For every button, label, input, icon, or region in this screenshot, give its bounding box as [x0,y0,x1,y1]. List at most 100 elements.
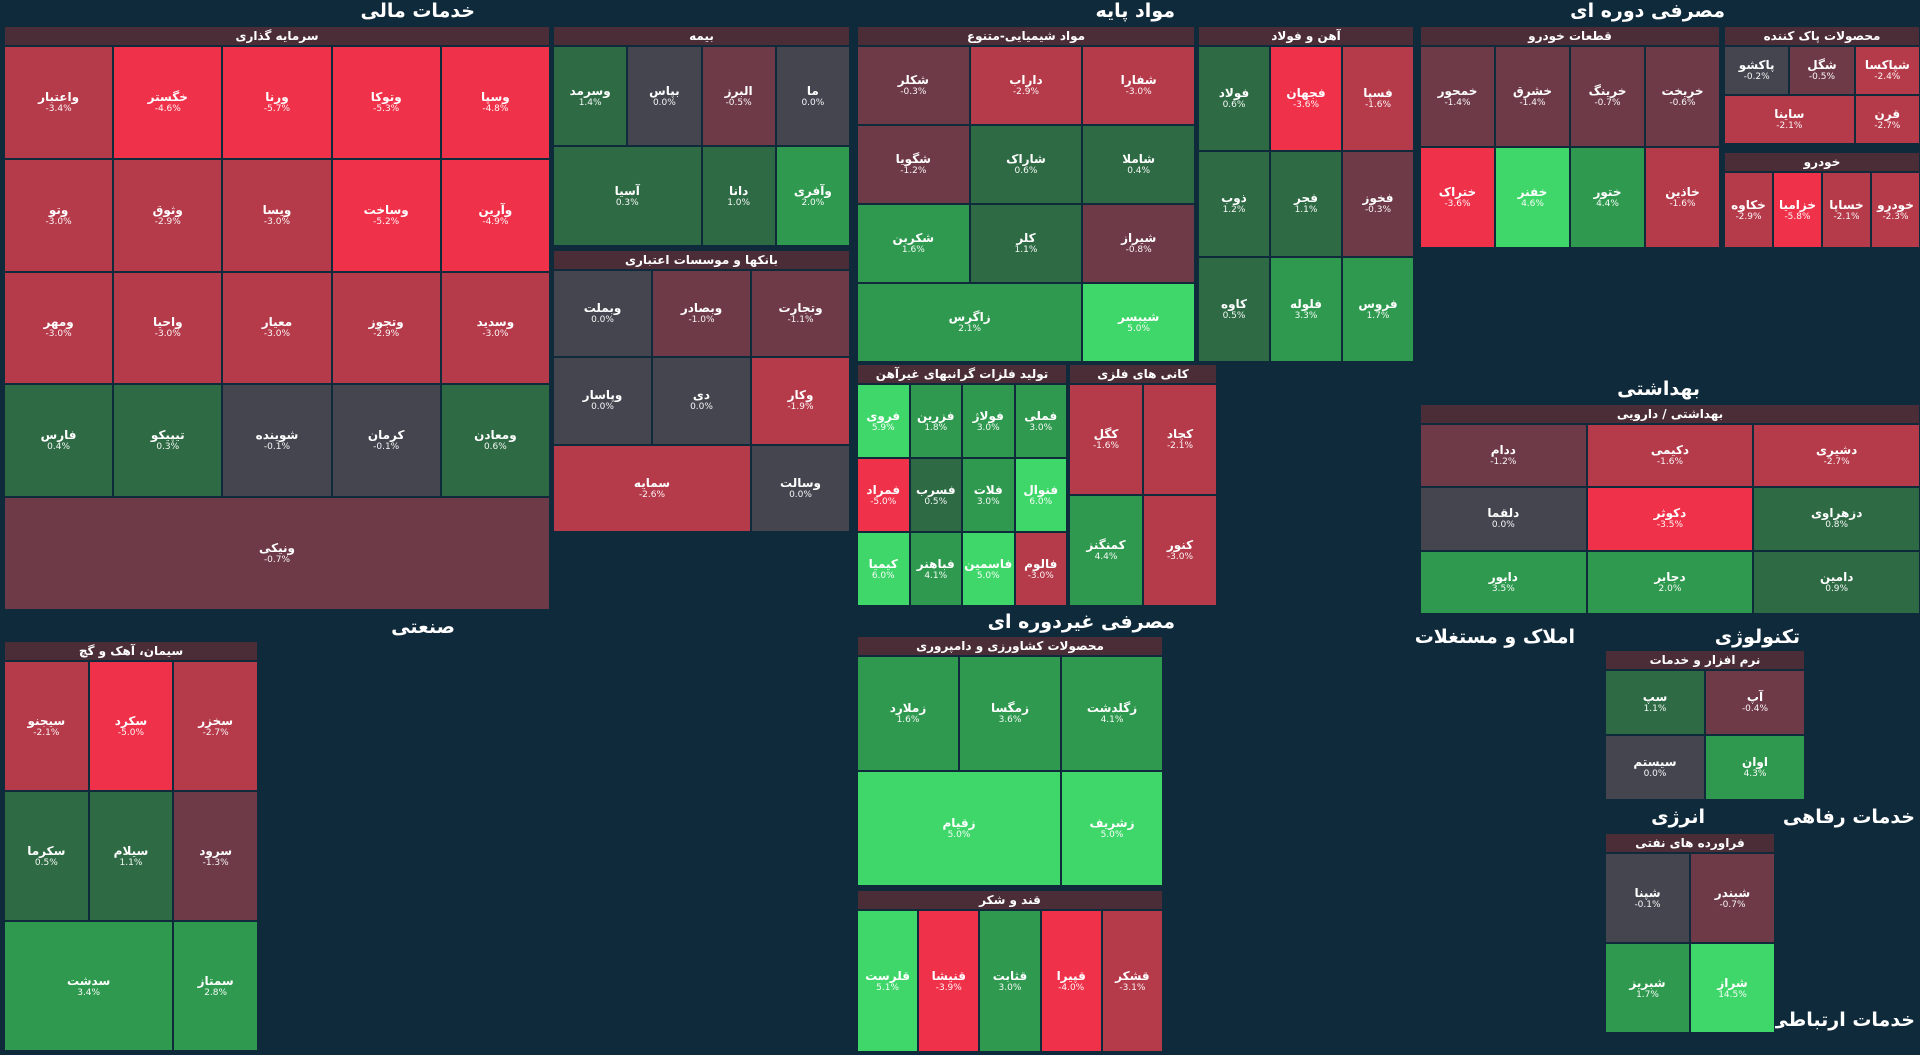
stock-tile[interactable]: خمحور -1.4% [1420,46,1495,147]
stock-tile[interactable]: فملی 3.0% [1014,384,1067,458]
stock-tile[interactable]: وتوکا -5.3% [331,46,441,159]
stock-tile[interactable]: زمگسا 3.6% [959,656,1061,771]
stock-tile[interactable]: بپاس 0.0% [627,46,702,146]
stock-tile[interactable]: آسیا 0.3% [553,146,702,246]
stock-tile[interactable]: فروس 1.7% [1342,256,1414,362]
stock-tile[interactable]: وتو -3.0% [4,158,114,272]
stock-tile[interactable]: سمتاز 2.8% [173,921,258,1051]
stock-tile[interactable]: وآرین -4.9% [440,158,550,272]
stock-tile[interactable]: خکاوه -2.9% [1724,172,1773,248]
stock-tile[interactable]: شگویا -1.2% [857,125,970,204]
stock-tile[interactable]: فجهان -3.6% [1270,46,1342,152]
stock-tile[interactable]: کرمان -0.1% [331,384,441,498]
stock-tile[interactable]: سیلام 1.1% [88,791,174,921]
stock-tile[interactable]: کمنگنز 4.4% [1069,495,1143,606]
stock-tile[interactable]: ورنا -5.7% [222,46,332,159]
stock-tile[interactable]: دانا 1.0% [701,146,776,246]
stock-tile[interactable]: فروی 5.9% [857,384,910,458]
stock-tile[interactable]: سیجنو -2.1% [4,661,89,791]
stock-tile[interactable]: فخوز -0.3% [1342,151,1414,257]
stock-tile[interactable]: دجابر 2.0% [1586,550,1754,614]
stock-tile[interactable]: خریخت -0.6% [1645,46,1720,147]
stock-tile[interactable]: ویسا -3.0% [222,158,332,272]
stock-tile[interactable]: فسپا -1.6% [1342,46,1414,152]
stock-tile[interactable]: خودرو -2.3% [1871,172,1920,248]
stock-tile[interactable]: شکلر -0.3% [857,46,970,125]
stock-tile[interactable]: زشریف 5.0% [1061,771,1163,886]
stock-tile[interactable]: سکرما 0.5% [4,791,89,921]
stock-tile[interactable]: فزرین 1.8% [909,384,962,458]
stock-tile[interactable]: وکار -1.9% [751,357,850,445]
stock-tile[interactable]: وساخت -5.2% [331,158,441,272]
stock-tile[interactable]: دکیمی -1.6% [1586,424,1754,488]
stock-tile[interactable]: دلقما 0.0% [1420,487,1587,551]
stock-tile[interactable]: ختراک -3.6% [1420,147,1495,248]
stock-tile[interactable]: زملارد 1.6% [857,656,959,771]
stock-tile[interactable]: شراز 14.5% [1690,943,1775,1033]
stock-tile[interactable]: وتجوز -2.9% [331,271,441,385]
stock-tile[interactable]: قشکر -3.1% [1101,910,1163,1052]
stock-tile[interactable]: سپ 1.1% [1605,670,1705,735]
stock-tile[interactable]: سیستم 0.0% [1605,735,1705,800]
stock-tile[interactable]: کیمیا 6.0% [857,532,910,606]
stock-tile[interactable]: دزهراوی 0.8% [1753,487,1920,551]
stock-tile[interactable]: تیپیکو 0.3% [113,384,223,498]
stock-tile[interactable]: شاراک 0.6% [969,125,1083,204]
stock-tile[interactable]: ومعادن 0.6% [440,384,550,498]
stock-tile[interactable]: شوینده -0.1% [222,384,332,498]
stock-tile[interactable]: کچاد -2.1% [1143,384,1217,495]
stock-tile[interactable]: وتجارت -1.1% [751,270,850,358]
stock-tile[interactable]: خگستر -4.6% [113,46,223,159]
stock-tile[interactable]: دابور 3.5% [1420,550,1587,614]
stock-tile[interactable]: خساپا -2.1% [1822,172,1871,248]
stock-tile[interactable]: وسدید -3.0% [440,271,550,385]
stock-tile[interactable]: قنیشا -3.9% [918,910,980,1052]
stock-tile[interactable]: ددام -1.2% [1420,424,1587,488]
stock-tile[interactable]: وسالت 0.0% [751,444,850,532]
stock-tile[interactable]: پاکشو -0.2% [1724,46,1790,95]
stock-tile[interactable]: فولاد 0.6% [1198,46,1270,152]
stock-tile[interactable]: شاملا 0.4% [1082,125,1195,204]
stock-tile[interactable]: فسرب 0.5% [909,458,962,532]
stock-tile[interactable]: البرز -0.5% [701,46,776,146]
stock-tile[interactable]: زقیام 5.0% [857,771,1061,886]
stock-tile[interactable]: وثوق -2.9% [113,158,223,272]
stock-tile[interactable]: وسرمد 1.4% [553,46,628,146]
stock-tile[interactable]: شپاکسا -2.4% [1854,46,1920,95]
stock-tile[interactable]: فمراد -5.0% [857,458,910,532]
stock-tile[interactable]: کگل -1.6% [1069,384,1143,495]
stock-tile[interactable]: خشرق -1.4% [1495,46,1570,147]
stock-tile[interactable]: سرود -1.3% [173,791,258,921]
stock-tile[interactable]: فباهنر 4.1% [909,532,962,606]
stock-tile[interactable]: واعتبار -3.4% [4,46,114,159]
stock-tile[interactable]: خاذین -1.6% [1645,147,1720,248]
stock-tile[interactable]: خزامیا -5.8% [1773,172,1822,248]
stock-tile[interactable]: معیار -3.0% [222,271,332,385]
stock-tile[interactable]: سدشت 3.4% [4,921,174,1051]
stock-tile[interactable]: کلر 1.1% [969,204,1083,283]
stock-tile[interactable]: وآفری 2.0% [775,146,850,246]
stock-tile[interactable]: فجر 1.1% [1270,151,1342,257]
stock-tile[interactable]: داراب -2.9% [969,46,1083,125]
stock-tile[interactable]: قلرست 5.1% [857,910,919,1052]
stock-tile[interactable]: سکرد -5.0% [88,661,174,791]
stock-tile[interactable]: وسپا -4.8% [440,46,550,159]
stock-tile[interactable]: شپنا -0.1% [1605,853,1690,943]
stock-tile[interactable]: سخزر -2.7% [173,661,258,791]
stock-tile[interactable]: قثابت 3.0% [979,910,1041,1052]
stock-tile[interactable]: زگلدشت 4.1% [1061,656,1163,771]
stock-tile[interactable]: شکربن 1.6% [857,204,970,283]
stock-tile[interactable]: قرن -2.7% [1854,95,1920,144]
stock-tile[interactable]: دامین 0.9% [1753,550,1920,614]
stock-tile[interactable]: فنوال 6.0% [1014,458,1067,532]
stock-tile[interactable]: کاوه 0.5% [1198,256,1270,362]
stock-tile[interactable]: شفارا -3.0% [1082,46,1195,125]
stock-tile[interactable]: شگل -0.5% [1789,46,1855,95]
stock-tile[interactable]: وپاسار 0.0% [553,357,652,445]
stock-tile[interactable]: فولاژ 3.0% [962,384,1015,458]
stock-tile[interactable]: ومهر -3.0% [4,271,114,385]
stock-tile[interactable]: خرینگ -0.7% [1570,46,1645,147]
stock-tile[interactable]: اوان 4.3% [1705,735,1805,800]
stock-tile[interactable]: دشیری -2.7% [1753,424,1920,488]
stock-tile[interactable]: آپ -0.4% [1705,670,1805,735]
